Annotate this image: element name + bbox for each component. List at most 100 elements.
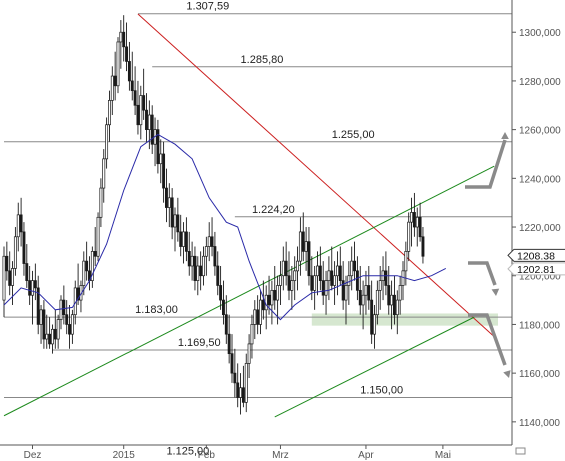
candle-body-76	[219, 285, 223, 301]
candle-body-147	[421, 236, 425, 257]
candle-body-61	[176, 214, 180, 233]
candle-body-142	[407, 221, 411, 252]
candle-body-118	[338, 265, 342, 281]
candle-body-3	[11, 268, 14, 286]
candle-body-1	[5, 255, 9, 272]
candle-body-107	[307, 241, 311, 277]
candle-body-34	[99, 187, 103, 218]
candle-body-37	[107, 100, 111, 126]
candle-body-46	[133, 90, 137, 106]
candle-body-52	[150, 114, 154, 145]
candle-body-65	[187, 251, 191, 267]
candle-body-105	[301, 231, 305, 252]
candle-body-24	[70, 314, 74, 335]
y-tick-label-8: 1300,000	[519, 28, 561, 39]
x-tick-label-5: Mai	[435, 450, 451, 461]
trendline-0	[137, 13, 495, 337]
x-tick-label-2: Feb	[198, 450, 216, 461]
candle-body-23	[68, 324, 71, 335]
candle-body-136	[390, 294, 394, 306]
candle-body-125	[358, 289, 362, 306]
candle-body-66	[190, 255, 194, 267]
level-labels-layer: 1.307,59 1.285,80 1.255,00 1.224,20 1.183,00…	[135, 1, 403, 458]
level-label-3: 1.224,20	[252, 204, 295, 216]
candle-body-31	[90, 251, 94, 281]
candle-body-94	[270, 289, 274, 306]
candle-body-82	[236, 382, 240, 398]
x-tick-label-4: Apr	[358, 450, 374, 461]
candle-body-73	[210, 236, 214, 247]
candle-body-29	[85, 260, 89, 272]
candle-body-141	[404, 251, 408, 272]
candle-body-72	[207, 236, 211, 247]
candle-body-59	[170, 197, 174, 228]
trendline-1	[3, 165, 495, 417]
candle-body-91	[261, 299, 265, 311]
level-label-5: 1.169,50	[178, 337, 221, 349]
candle-body-106	[304, 241, 308, 252]
candle-body-57	[165, 187, 168, 208]
candle-body-54	[156, 129, 160, 165]
candle-body-108	[310, 275, 314, 291]
candle-body-51	[147, 114, 151, 130]
candle-body-100	[287, 275, 291, 291]
candle-body-69	[199, 265, 203, 277]
candle-body-43	[125, 46, 128, 62]
moving-average-layer	[3, 133, 447, 321]
candle-body-140	[401, 270, 405, 286]
candle-body-113	[324, 280, 328, 296]
candle-body-97	[279, 275, 282, 286]
candle-body-38	[110, 75, 114, 101]
candle-body-63	[182, 231, 185, 247]
candle-body-137	[393, 294, 396, 316]
candle-body-55	[159, 153, 163, 165]
candle-body-85	[244, 363, 248, 403]
support-zone	[311, 313, 498, 326]
candle-body-41	[119, 31, 123, 43]
candle-body-48	[139, 95, 143, 126]
candle-body-104	[298, 231, 302, 262]
zoom-icon	[515, 447, 526, 455]
candle-body-115	[330, 270, 334, 286]
candle-body-79	[227, 333, 231, 355]
y-tick-label-7: 1280,000	[519, 77, 561, 88]
candle-body-45	[130, 80, 134, 92]
arrow-down-shaft	[468, 313, 507, 366]
candle-body-121	[347, 275, 351, 286]
candle-body-101	[290, 280, 294, 291]
candle-body-112	[321, 280, 325, 296]
candle-body-21	[62, 299, 66, 316]
candle-body-18	[53, 328, 57, 340]
candle-body-7	[22, 231, 26, 264]
candle-body-96	[276, 285, 280, 301]
candle-body-39	[113, 75, 117, 87]
candle-body-111	[318, 265, 322, 281]
x-tick-label-0: Dez	[24, 450, 42, 461]
candle-body-122	[350, 260, 354, 277]
candle-body-28	[82, 260, 86, 286]
candle-body-99	[284, 260, 288, 277]
candle-body-87	[250, 324, 254, 345]
candle-body-123	[353, 260, 357, 272]
y-tick-label-0: 1140,000	[519, 418, 560, 429]
level-label-7: 1.125,00	[166, 445, 209, 457]
candle-body-110	[316, 265, 319, 277]
candle-body-67	[193, 255, 197, 281]
y-tick-label-3: 1200,000	[519, 272, 561, 283]
candle-body-138	[395, 299, 399, 316]
candle-body-22	[65, 314, 69, 325]
x-tick-label-1: 2015	[113, 450, 136, 461]
candle-body-6	[19, 214, 23, 233]
candle-body-145	[415, 216, 419, 228]
candle-body-102	[293, 270, 297, 281]
candle-body-116	[333, 275, 337, 286]
level-label-2: 1.255,00	[332, 129, 375, 141]
candle-body-15	[45, 333, 49, 340]
y-tick-label-6: 1260,000	[519, 126, 561, 137]
candle-body-78	[224, 314, 228, 335]
candle-body-19	[56, 319, 60, 340]
trendlines-layer	[3, 13, 495, 418]
candle-body-2	[8, 270, 12, 286]
